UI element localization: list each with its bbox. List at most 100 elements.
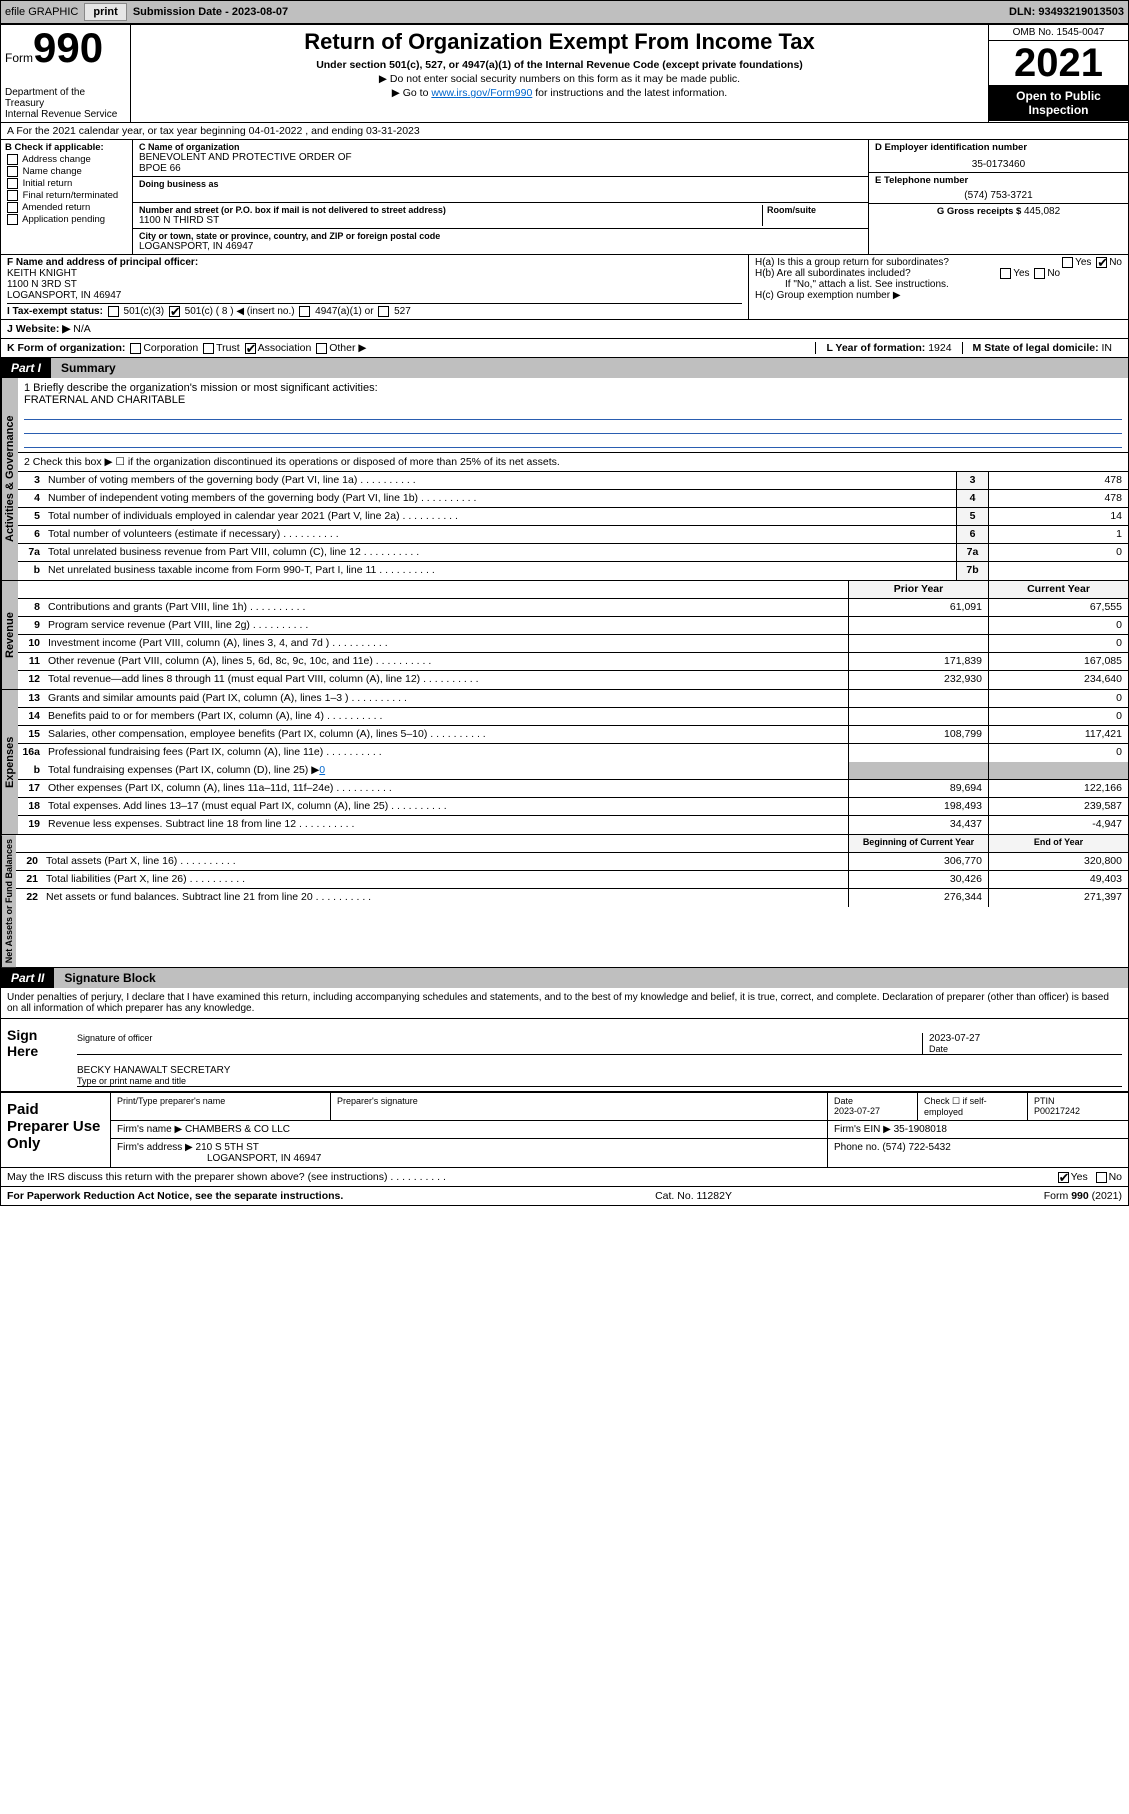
subtitle-2: ▶ Do not enter social security numbers o…	[139, 73, 980, 85]
prep-h2: Preparer's signature	[331, 1093, 828, 1120]
check-527[interactable]	[378, 306, 389, 317]
website-value: N/A	[73, 323, 91, 335]
dln: DLN: 93493219013503	[1009, 6, 1124, 18]
line-4: 4 Number of independent voting members o…	[18, 490, 1128, 508]
firm-phone: (574) 722-5432	[882, 1142, 950, 1153]
irs-link[interactable]: www.irs.gov/Form990	[431, 87, 532, 99]
line-14: 14 Benefits paid to or for members (Part…	[18, 708, 1128, 726]
line-18: 18 Total expenses. Add lines 13–17 (must…	[18, 798, 1128, 816]
line-6: 6 Total number of volunteers (estimate i…	[18, 526, 1128, 544]
form-number: 990	[33, 27, 103, 69]
firm-name: CHAMBERS & CO LLC	[185, 1124, 290, 1135]
link-16b-val[interactable]: 0	[319, 764, 325, 776]
footer-right: Form 990 (2021)	[1044, 1190, 1122, 1202]
officer-label: F Name and address of principal officer:	[7, 257, 742, 268]
top-bar: efile GRAPHIC print Submission Date - 20…	[0, 0, 1129, 24]
officer-addr1: 1100 N 3RD ST	[7, 279, 742, 290]
ein-label: D Employer identification number	[875, 142, 1122, 153]
state-domicile: IN	[1102, 342, 1113, 354]
row-j: J Website: ▶ N/A	[1, 320, 1128, 339]
prep-h4[interactable]: Check ☐ if self-employed	[918, 1093, 1028, 1120]
header-center: Return of Organization Exempt From Incom…	[131, 25, 988, 122]
form-990: Form 990 Department of the Treasury Inte…	[0, 24, 1129, 1206]
part-2-header: Part II Signature Block	[1, 968, 1128, 988]
check-501c[interactable]	[169, 306, 180, 317]
officer-print-label: Type or print name and title	[77, 1076, 1122, 1086]
sig-officer-label: Signature of officer	[77, 1033, 922, 1043]
footer: For Paperwork Reduction Act Notice, see …	[1, 1187, 1128, 1205]
sign-here-section: Sign Here Signature of officer 2023-07-2…	[1, 1019, 1128, 1093]
expenses-label: Expenses	[1, 690, 18, 834]
form-word: Form	[5, 51, 33, 65]
prep-h3: Date 2023-07-27	[828, 1093, 918, 1120]
part-1-header: Part I Summary	[1, 358, 1128, 378]
check-trust[interactable]	[203, 343, 214, 354]
firm-addr2: LOGANSPORT, IN 46947	[117, 1153, 821, 1164]
line-7b: b Net unrelated business taxable income …	[18, 562, 1128, 580]
preparer-section: Paid Preparer Use Only Print/Type prepar…	[1, 1093, 1128, 1168]
subtitle-3: ▶ Go to www.irs.gov/Form990 for instruct…	[139, 87, 980, 99]
check-amended[interactable]: Amended return	[5, 202, 128, 213]
ha-no[interactable]	[1096, 257, 1107, 268]
net-headers: Beginning of Current Year End of Year	[16, 835, 1128, 853]
check-app-pending[interactable]: Application pending	[5, 214, 128, 225]
check-address-change[interactable]: Address change	[5, 154, 128, 165]
row-k: K Form of organization: Corporation Trus…	[1, 339, 1128, 358]
line-13: 13 Grants and similar amounts paid (Part…	[18, 690, 1128, 708]
hb-no[interactable]	[1034, 268, 1045, 279]
hb-yes[interactable]	[1000, 268, 1011, 279]
line-15: 15 Salaries, other compensation, employe…	[18, 726, 1128, 744]
discuss-yes[interactable]	[1058, 1172, 1069, 1183]
box-h: H(a) Is this a group return for subordin…	[748, 255, 1128, 319]
check-other[interactable]	[316, 343, 327, 354]
line-17: 17 Other expenses (Part IX, column (A), …	[18, 780, 1128, 798]
activities-governance-label: Activities & Governance	[1, 378, 18, 580]
check-assoc[interactable]	[245, 343, 256, 354]
header-left: Form 990 Department of the Treasury Inte…	[1, 25, 131, 122]
line-12: 12 Total revenue—add lines 8 through 11 …	[18, 671, 1128, 689]
line-16a: 16a Professional fundraising fees (Part …	[18, 744, 1128, 762]
submission-label: Submission Date - 2023-08-07	[133, 6, 288, 18]
check-corp[interactable]	[130, 343, 141, 354]
line-21: 21 Total liabilities (Part X, line 26) 3…	[16, 871, 1128, 889]
line-2: 2 Check this box ▶ ☐ if the organization…	[18, 453, 1128, 472]
officer-print-name: BECKY HANAWALT SECRETARY	[77, 1065, 1122, 1076]
check-4947[interactable]	[299, 306, 310, 317]
phone-value: (574) 753-3721	[875, 186, 1122, 201]
hc-row: H(c) Group exemption number ▶	[755, 290, 1122, 301]
activities-governance-section: Activities & Governance 1 Briefly descri…	[1, 378, 1128, 581]
header-right: OMB No. 1545-0047 2021 Open to Public In…	[988, 25, 1128, 122]
line-19: 19 Revenue less expenses. Subtract line …	[18, 816, 1128, 834]
hb-row: H(b) Are all subordinates included? Yes …	[755, 268, 1122, 279]
check-501c3[interactable]	[108, 306, 119, 317]
line-16b: b Total fundraising expenses (Part IX, c…	[18, 762, 1128, 780]
discuss-no[interactable]	[1096, 1172, 1107, 1183]
box-c: C Name of organization BENEVOLENT AND PR…	[133, 140, 868, 254]
mission-text: FRATERNAL AND CHARITABLE	[24, 394, 1122, 406]
form-title: Return of Organization Exempt From Incom…	[139, 29, 980, 55]
firm-addr1: 210 S 5TH ST	[196, 1142, 259, 1153]
gross-label: G Gross receipts $	[937, 206, 1024, 217]
firm-ein: 35-1908018	[894, 1124, 947, 1135]
check-name-change[interactable]: Name change	[5, 166, 128, 177]
line-7a: 7a Total unrelated business revenue from…	[18, 544, 1128, 562]
box-f: F Name and address of principal officer:…	[1, 255, 748, 319]
box-d: D Employer identification number 35-0173…	[868, 140, 1128, 254]
check-final-return[interactable]: Final return/terminated	[5, 190, 128, 201]
declaration-text: Under penalties of perjury, I declare th…	[1, 988, 1128, 1019]
footer-cat: Cat. No. 11282Y	[655, 1190, 732, 1202]
check-initial-return[interactable]: Initial return	[5, 178, 128, 189]
line-9: 9 Program service revenue (Part VIII, li…	[18, 617, 1128, 635]
section-fh: F Name and address of principal officer:…	[1, 255, 1128, 320]
year-formation: 1924	[928, 342, 951, 354]
column-headers: Prior Year Current Year	[18, 581, 1128, 599]
phone-label: E Telephone number	[875, 175, 1122, 186]
sign-here-label: Sign Here	[1, 1019, 71, 1091]
org-name-1: BENEVOLENT AND PROTECTIVE ORDER OF	[139, 152, 862, 163]
form-header: Form 990 Department of the Treasury Inte…	[1, 25, 1128, 123]
street-value: 1100 N THIRD ST	[139, 215, 762, 226]
subtitle-1: Under section 501(c), 527, or 4947(a)(1)…	[139, 59, 980, 71]
revenue-label: Revenue	[1, 581, 18, 689]
print-button[interactable]: print	[84, 3, 126, 21]
ha-yes[interactable]	[1062, 257, 1073, 268]
